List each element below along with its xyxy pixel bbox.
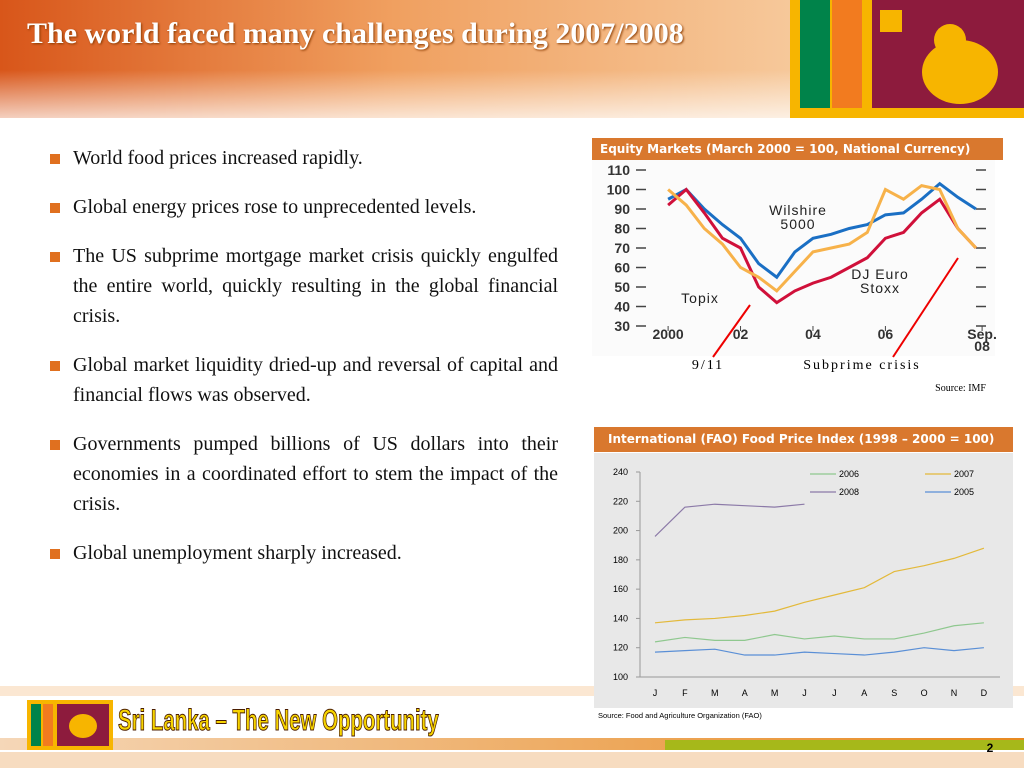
bullet-list: World food prices increased rapidly. Glob… [48,143,558,587]
x-tick-label: 2000 [652,326,684,342]
x-tick-label: M [711,688,719,698]
annotation: 9/11 [692,358,724,373]
annotation-arrow [892,257,959,358]
chart-header [594,427,1013,452]
legend-label: 2008 [839,487,859,497]
equity-chart: 30 40 50 60 70 80 90 100 110 [607,162,986,334]
line [667,181,977,280]
y-tick-label: 40 [614,299,630,315]
y-tick-label: 90 [614,201,630,217]
footer-flag [27,700,113,750]
line [654,503,805,537]
legend-label: 2005 [954,487,974,497]
footer-band [0,752,1024,768]
y-tick-label: 180 [613,555,628,565]
line [654,622,984,643]
chart-area [594,453,1013,708]
x-tick-label: O [921,688,928,698]
legend-label: 2007 [954,469,974,479]
x-tick-label: A [742,688,748,698]
x-tick-label: A [861,688,867,698]
y-tick-label: 140 [613,613,628,623]
chart-title: International (FAO) Food Price Index (19… [608,432,995,446]
x-tick-label: M [771,688,779,698]
x-tick-label: J [802,688,807,698]
y-tick-label: 220 [613,496,628,506]
line [654,647,984,656]
chart-source: Source: IMF [935,383,986,394]
bullet: Global unemployment sharply increased. [48,538,558,568]
x-tick-label: D [981,688,988,698]
bullet: Global market liquidity dried-up and rev… [48,350,558,410]
x-tick-label: J [653,688,658,698]
y-tick-label: 100 [607,182,631,198]
footer-accent [665,740,1024,750]
x-tick-label: J [832,688,837,698]
y-tick-label: 80 [614,221,630,237]
legend-label: 2006 [839,469,859,479]
line [667,183,978,293]
series-label: DJ Euro Stoxx [851,266,909,296]
y-tick-label: 240 [613,467,628,477]
bullet: Governments pumped billions of US dollar… [48,429,558,519]
header-fade [0,70,790,130]
chart-title: Equity Markets (March 2000 = 100, Nation… [600,142,971,156]
x-tick-label: Sep. 08 [967,326,997,354]
flag [790,0,1024,118]
food-price-chart: 100 120 140 160 180 200 220 240 J F M A M J J A S O N D 2006… [613,467,1000,698]
chart-source: Source: Food and Agriculture Organizatio… [598,711,762,720]
series-label: Wilshire 5000 [769,202,827,232]
x-tick-label: S [891,688,897,698]
annotation: Subprime crisis [803,358,921,373]
x-tick-label: 04 [805,326,821,342]
y-tick-label: 60 [614,260,630,276]
bullet: The US subprime mortgage market crisis q… [48,241,558,331]
line [667,187,978,305]
line [654,547,985,624]
x-tick-label: N [951,688,958,698]
x-tick-label: F [682,688,688,698]
y-tick-label: 160 [613,584,628,594]
bullet: World food prices increased rapidly. [48,143,558,173]
chart-header [592,138,1003,160]
brand: Sri Lanka – The New Opportunity [118,704,439,738]
series-label: Topix [681,290,719,306]
y-tick-label: 100 [613,672,628,682]
y-tick-label: 30 [614,318,630,334]
y-tick-label: 50 [614,279,630,295]
x-tick-label: 02 [732,326,749,342]
y-tick-label: 70 [614,240,630,256]
y-tick-label: 200 [613,526,628,536]
y-tick-label: 120 [613,643,628,653]
y-tick-label: 110 [607,162,630,178]
slide-title: The world faced many challenges during 2… [27,17,684,50]
footer-band [0,686,1024,696]
annotation-arrow [712,304,751,358]
x-tick-label: 06 [877,326,894,342]
page-number: 2 [987,741,994,755]
bullet: Global energy prices rose to unprecedent… [48,192,558,222]
